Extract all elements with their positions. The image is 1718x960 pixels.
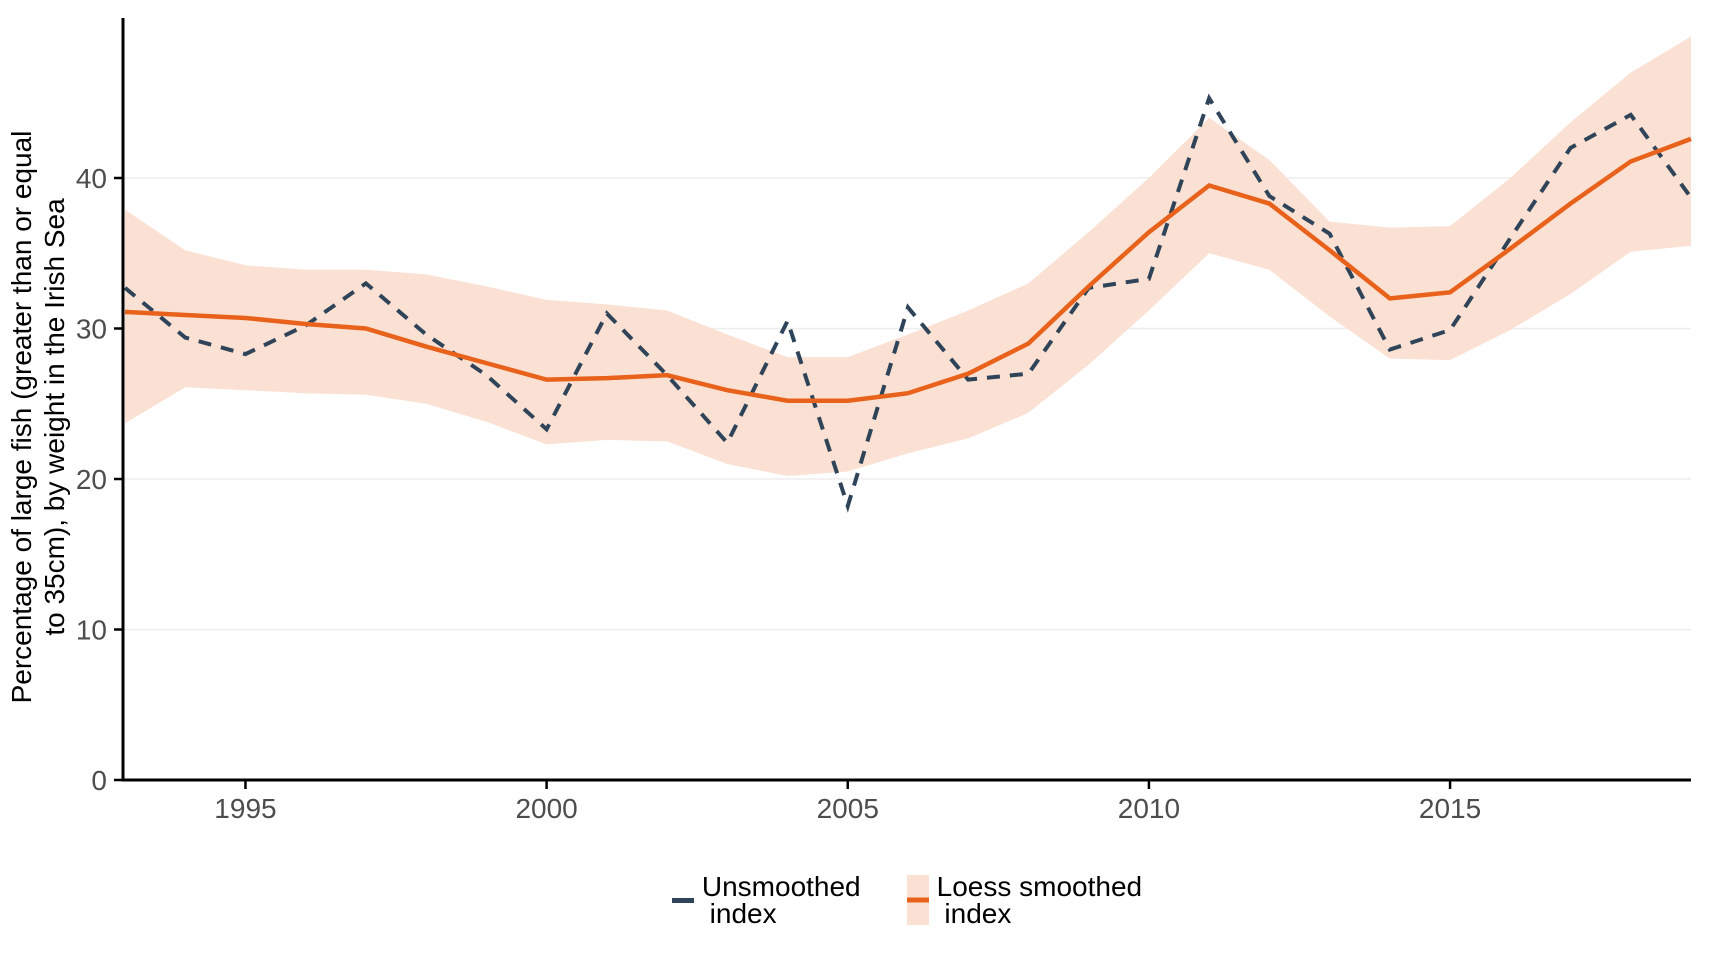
legend-item-label: Unsmoothed index xyxy=(701,871,861,929)
confidence-band-group xyxy=(125,36,1691,476)
x-tick-label: 2015 xyxy=(1419,793,1481,824)
x-tick-label: 1995 xyxy=(214,793,276,824)
y-tick-label: 30 xyxy=(76,314,107,345)
series-group xyxy=(123,93,1693,513)
axes-group xyxy=(121,18,1691,782)
y-tick-label: 40 xyxy=(76,163,107,194)
y-axis-title-line2: to 35cm), by weight in the Irish Sea xyxy=(39,198,70,636)
y-axis-title: Percentage of large fish (greater than o… xyxy=(6,17,70,817)
loess-line-key-icon xyxy=(906,897,929,903)
y-axis-title-line1: Percentage of large fish (greater than o… xyxy=(6,130,37,704)
legend: Unsmoothed index Loess smoothed index xyxy=(123,860,1691,940)
legend-item-loess: Loess smoothed index xyxy=(906,871,1143,929)
tick-group: 1995 2000 2005 2010 2015 0 10 20 30 40 xyxy=(76,163,1481,824)
loess-smoothed-index-line xyxy=(124,136,1692,403)
x-tick-label: 2005 xyxy=(817,793,879,824)
loess-band-swatch-icon xyxy=(906,875,929,925)
y-tick-label: 0 xyxy=(91,765,107,796)
y-tick-label: 10 xyxy=(76,615,107,646)
x-tick-label: 2000 xyxy=(515,793,577,824)
y-tick-label: 20 xyxy=(76,464,107,495)
legend-item-unsmoothed: Unsmoothed index xyxy=(671,871,861,929)
unsmoothed-index-line xyxy=(123,93,1693,513)
unsmoothed-dash-key-icon xyxy=(671,897,694,903)
legend-item-label: Loess smoothed index xyxy=(936,871,1143,929)
x-tick-label: 2010 xyxy=(1118,793,1180,824)
loess-confidence-band xyxy=(125,36,1691,476)
